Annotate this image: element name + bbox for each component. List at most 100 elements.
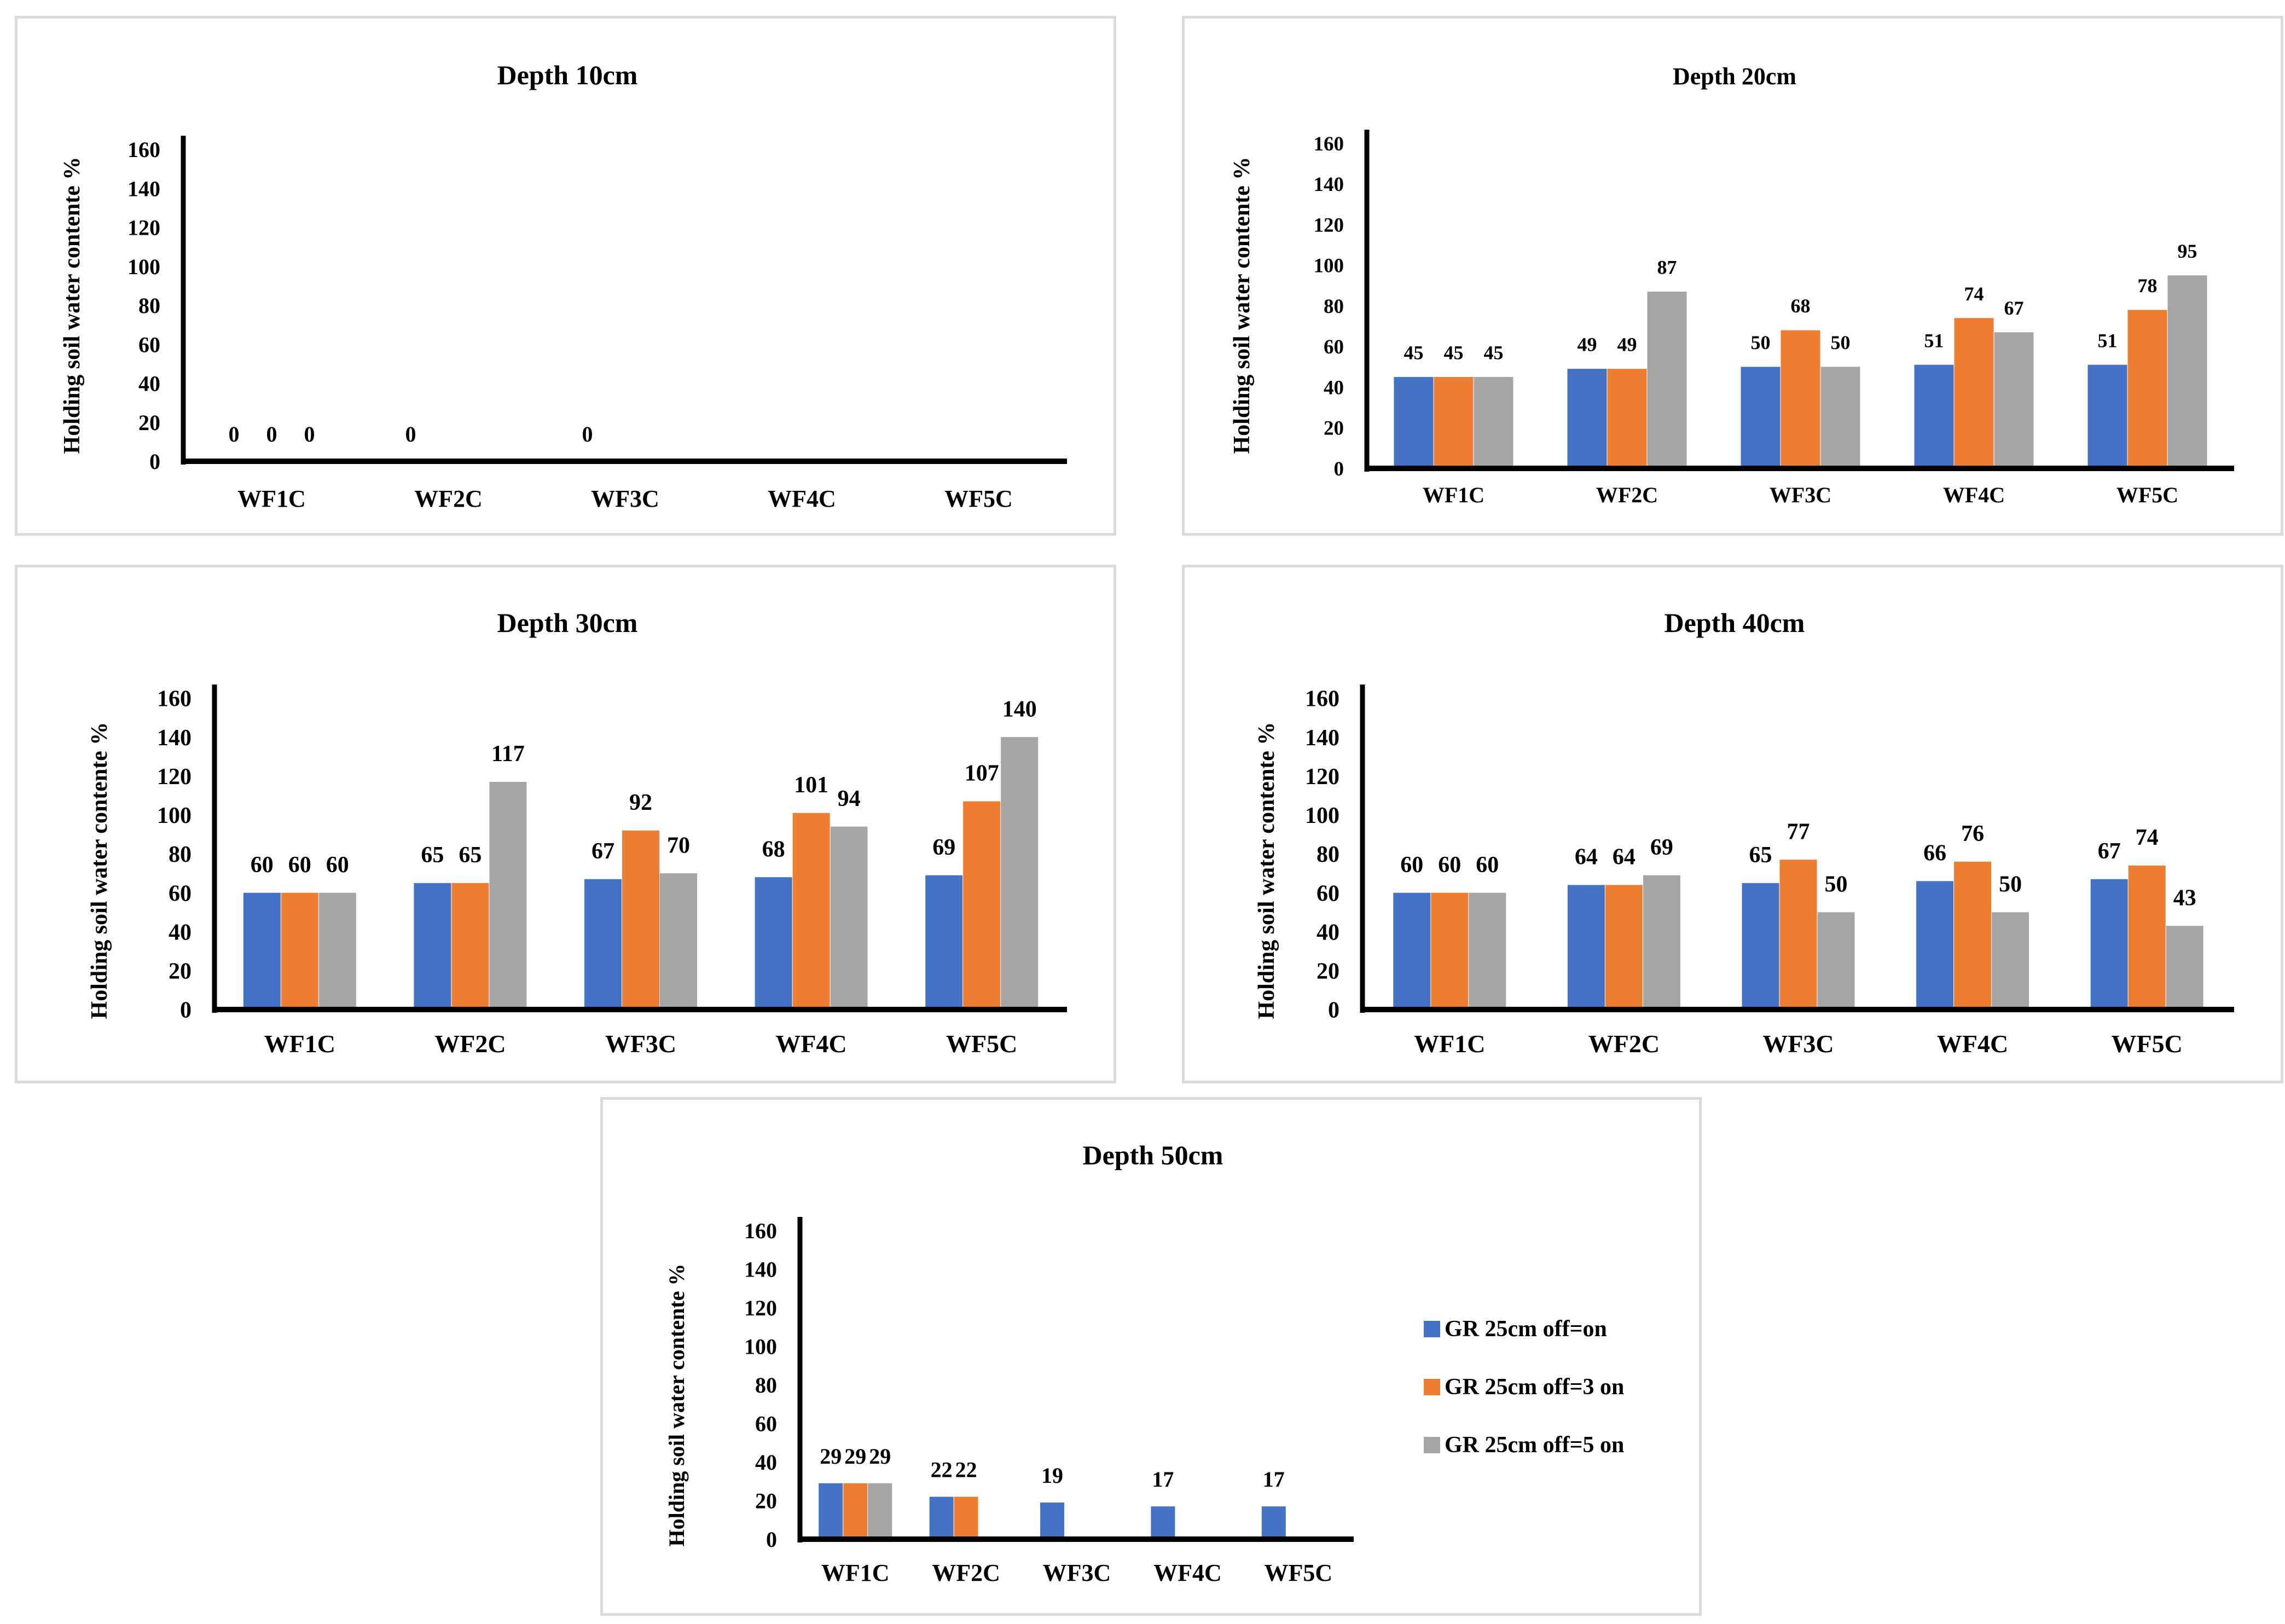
- data-label: 45: [1484, 342, 1504, 364]
- y-tick-label: 40: [169, 920, 192, 945]
- data-label: 94: [838, 786, 861, 811]
- x-category-label: WF3C: [1770, 483, 1831, 507]
- data-label: 77: [1787, 819, 1810, 844]
- data-label: 17: [1152, 1467, 1174, 1492]
- y-axis-label: Holding soil water contente %: [1230, 157, 1255, 454]
- y-axis-label: Holding soil water contente %: [60, 157, 85, 454]
- x-category-label: WF4C: [1937, 1030, 2008, 1058]
- y-tick-label: 120: [1314, 214, 1344, 236]
- bar: [1741, 367, 1781, 468]
- bar: [1992, 912, 2029, 1010]
- data-label: 29: [844, 1444, 866, 1469]
- x-category-label: WF2C: [434, 1030, 506, 1058]
- data-label: 107: [965, 761, 999, 786]
- bar: [755, 877, 792, 1010]
- y-tick-label: 100: [127, 254, 160, 279]
- chart-title: Depth 50cm: [1083, 1140, 1223, 1170]
- bar: [1954, 861, 1992, 1010]
- bar: [1742, 883, 1779, 1010]
- y-tick-label: 160: [1314, 133, 1344, 155]
- bar: [660, 873, 697, 1010]
- bar: [622, 830, 659, 1010]
- y-tick-label: 80: [1317, 842, 1339, 867]
- y-tick-label: 60: [1317, 881, 1339, 906]
- y-tick-label: 0: [766, 1527, 777, 1552]
- bar: [925, 875, 963, 1010]
- bar: [963, 801, 1001, 1010]
- data-label: 60: [288, 852, 311, 878]
- bar: [2127, 310, 2167, 468]
- bar: [2087, 364, 2127, 468]
- bar: [1394, 376, 1434, 468]
- data-label: 43: [2173, 885, 2196, 910]
- x-category-label: WF5C: [2112, 1030, 2183, 1058]
- data-label: 74: [1964, 283, 1984, 305]
- chart-panel-depth-20cm: Depth 20cm Holding soil water contente % 0…: [1182, 16, 2283, 536]
- data-label: 66: [1923, 840, 1946, 866]
- data-label: 50: [1751, 332, 1771, 353]
- y-tick-label: 0: [149, 449, 160, 474]
- legend-swatch: [1424, 1379, 1440, 1395]
- x-category-label: WF5C: [2116, 483, 2178, 507]
- y-tick-label: 60: [138, 332, 160, 357]
- bar: [489, 781, 527, 1010]
- y-tick-label: 0: [180, 998, 192, 1023]
- data-label: 0: [304, 422, 315, 446]
- y-axis-label: Holding soil water contente %: [1254, 722, 1279, 1019]
- chart-depth-40cm: Depth 40cm Holding soil water contente % 0…: [1254, 607, 2234, 1058]
- data-label: 22: [955, 1457, 977, 1482]
- chart-depth-30cm: Depth 30cm Holding soil water contente % 0…: [87, 607, 1067, 1058]
- x-category-label: WF1C: [264, 1030, 335, 1058]
- bar: [1001, 737, 1039, 1010]
- y-tick-label: 60: [1324, 336, 1344, 358]
- x-category-label: WF5C: [946, 1030, 1017, 1058]
- bar: [1469, 892, 1506, 1010]
- data-label: 60: [326, 852, 349, 878]
- bar: [243, 892, 281, 1010]
- y-tick-label: 80: [755, 1373, 777, 1397]
- bar: [2167, 275, 2207, 468]
- bar: [1781, 330, 1820, 468]
- data-label: 51: [2098, 329, 2118, 351]
- y-tick-label: 160: [157, 687, 192, 712]
- x-category-label: WF4C: [1943, 483, 2005, 507]
- data-label: 29: [869, 1444, 891, 1469]
- data-label: 45: [1404, 342, 1424, 364]
- bar: [843, 1483, 868, 1539]
- chart-depth-20cm: Depth 20cm Holding soil water contente % 0…: [1230, 63, 2234, 507]
- x-category-label: WF4C: [775, 1030, 846, 1058]
- y-axis-label: Holding soil water contente %: [664, 1263, 689, 1546]
- y-tick-label: 120: [744, 1296, 777, 1320]
- bar: [830, 826, 868, 1010]
- y-tick-label: 120: [157, 764, 192, 790]
- data-label: 65: [1749, 843, 1772, 868]
- bar: [819, 1483, 843, 1539]
- y-tick-label: 140: [1305, 726, 1339, 751]
- data-label: 50: [1825, 872, 1848, 897]
- legend-label: GR 25cm off=5 on: [1445, 1432, 1624, 1458]
- bar: [1914, 364, 1954, 468]
- bar: [1607, 369, 1647, 468]
- y-tick-label: 40: [1324, 376, 1344, 399]
- data-label: 0: [229, 422, 240, 446]
- y-tick-label: 40: [1317, 920, 1339, 945]
- y-tick-label: 160: [744, 1219, 777, 1243]
- y-tick-label: 120: [127, 216, 160, 240]
- bar: [1817, 912, 1855, 1010]
- y-tick-label: 20: [169, 959, 192, 984]
- bar: [584, 879, 622, 1010]
- bar: [1954, 318, 1994, 468]
- bar: [2166, 926, 2203, 1010]
- data-label: 49: [1578, 334, 1597, 356]
- data-label: 60: [1400, 852, 1423, 878]
- y-tick-label: 80: [169, 842, 192, 867]
- x-category-label: WF1C: [237, 485, 306, 512]
- legend-label: GR 25cm off=3 on: [1445, 1374, 1624, 1400]
- bar: [281, 892, 318, 1010]
- bar: [954, 1497, 978, 1539]
- y-tick-label: 0: [1328, 998, 1339, 1023]
- y-tick-label: 20: [1317, 959, 1339, 984]
- data-label: 69: [1650, 835, 1673, 860]
- data-label: 140: [1002, 697, 1037, 722]
- y-tick-label: 20: [755, 1489, 777, 1513]
